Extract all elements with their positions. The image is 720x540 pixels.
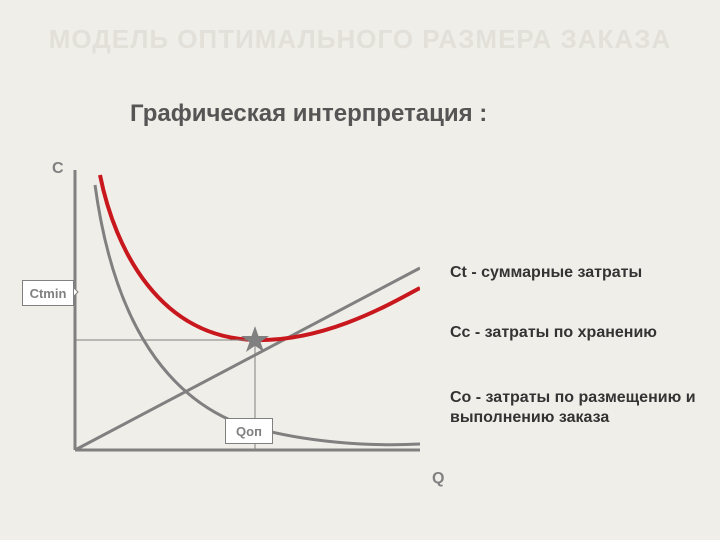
ct-line: [100, 175, 420, 340]
chart: [60, 170, 420, 460]
ctmin-box-text: Ctmin: [30, 286, 67, 301]
slide-root: МОДЕЛЬ ОПТИМАЛЬНОГО РАЗМЕРА ЗАКАЗА Графи…: [0, 0, 720, 540]
qopt-box-text: Qоп: [236, 424, 262, 439]
legend-co: Co - затраты по размещению и выполнению …: [450, 388, 700, 428]
slide-subtitle: Графическая интерпретация :: [130, 100, 487, 128]
slide-title: МОДЕЛЬ ОПТИМАЛЬНОГО РАЗМЕРА ЗАКАЗА: [0, 24, 720, 55]
qopt-box: Qоп: [225, 418, 273, 444]
ctmin-box: Ctmin: [22, 280, 74, 306]
x-axis-label: Q: [432, 470, 444, 488]
legend-ct: Ct - суммарные затраты: [450, 263, 642, 283]
legend-cc: Cc - затраты по хранению: [450, 323, 657, 343]
y-axis-label: C: [52, 160, 64, 178]
chart-svg: [60, 170, 420, 460]
